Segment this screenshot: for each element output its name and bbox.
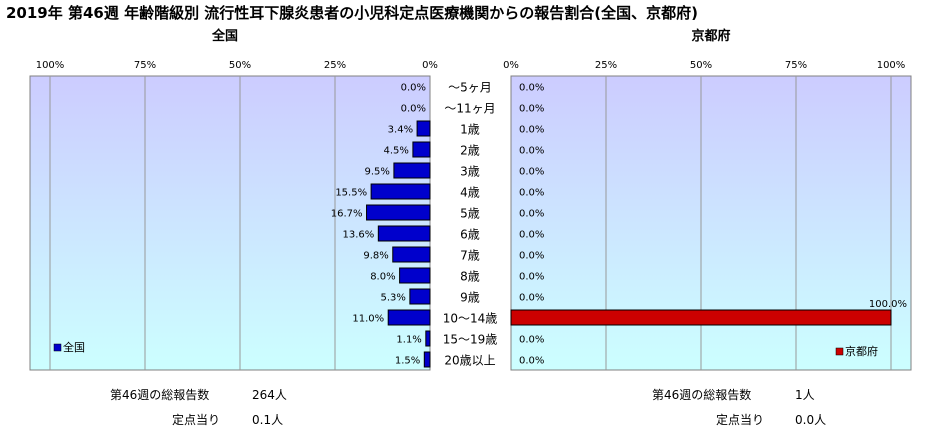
x-tick-label-left: 0% bbox=[422, 60, 438, 71]
x-tick-label-left: 25% bbox=[324, 60, 346, 71]
left-per-value: 0.1人 bbox=[252, 413, 284, 427]
legend-swatch-left bbox=[53, 343, 62, 352]
bar-left bbox=[423, 351, 431, 368]
bar-left bbox=[366, 204, 431, 221]
category-label: ～5ヶ月 bbox=[448, 81, 492, 95]
x-tick-label-right: 0% bbox=[503, 60, 519, 71]
category-label: 9歳 bbox=[460, 291, 480, 305]
legend-swatch-right bbox=[835, 347, 844, 356]
bar-left bbox=[409, 288, 431, 305]
x-tick-label-left: 75% bbox=[134, 60, 156, 71]
data-label-right: 0.0% bbox=[519, 335, 544, 346]
x-tick-label-right: 75% bbox=[785, 60, 807, 71]
data-label-left: 0.0% bbox=[401, 104, 426, 115]
data-label-right: 0.0% bbox=[519, 167, 544, 178]
data-label-left: 1.1% bbox=[396, 335, 421, 346]
data-label-left: 4.5% bbox=[383, 146, 408, 157]
left-per-label: 定点当り bbox=[172, 413, 221, 427]
legend-label-right: 京都府 bbox=[845, 344, 878, 358]
data-label-right: 0.0% bbox=[519, 293, 544, 304]
data-label-left: 11.0% bbox=[352, 314, 384, 325]
category-label: 3歳 bbox=[460, 165, 480, 179]
data-label-left: 16.7% bbox=[331, 209, 363, 220]
right-total-value: 1人 bbox=[795, 388, 815, 402]
data-label-left: 5.3% bbox=[380, 293, 405, 304]
legend-label-left: 全国 bbox=[63, 340, 85, 354]
data-label-left: 9.8% bbox=[363, 251, 388, 262]
category-label: ～11ヶ月 bbox=[444, 102, 495, 116]
left-total-value: 264人 bbox=[252, 388, 287, 402]
data-label-right: 0.0% bbox=[519, 146, 544, 157]
x-tick-label-left: 100% bbox=[36, 60, 65, 71]
data-label-right: 0.0% bbox=[519, 356, 544, 367]
plot-area-right bbox=[510, 75, 912, 371]
data-label-left: 3.4% bbox=[388, 125, 413, 136]
category-label: 8歳 bbox=[460, 270, 480, 284]
data-label-left: 13.6% bbox=[343, 230, 375, 241]
left-panel-title: 全国 bbox=[211, 28, 238, 44]
left-total-label: 第46週の総報告数 bbox=[110, 388, 210, 402]
category-label: 4歳 bbox=[460, 186, 480, 200]
category-label: 7歳 bbox=[460, 249, 480, 263]
category-label: 10～14歳 bbox=[443, 312, 498, 326]
bar-left bbox=[416, 120, 431, 137]
plot-area-left bbox=[29, 75, 431, 371]
bar-right bbox=[510, 309, 892, 326]
category-label: 20歳以上 bbox=[444, 354, 495, 368]
data-label-right: 0.0% bbox=[519, 188, 544, 199]
bar-left bbox=[425, 330, 431, 347]
data-label-left: 9.5% bbox=[364, 167, 389, 178]
bar-left bbox=[370, 183, 431, 200]
right-panel-title: 京都府 bbox=[691, 28, 730, 44]
bar-left bbox=[393, 162, 431, 179]
data-label-left: 8.0% bbox=[370, 272, 395, 283]
right-per-value: 0.0人 bbox=[795, 413, 827, 427]
x-tick-label-left: 50% bbox=[229, 60, 251, 71]
data-label-right: 0.0% bbox=[519, 209, 544, 220]
bar-left bbox=[392, 246, 431, 263]
data-label-right: 100.0% bbox=[869, 299, 907, 310]
category-label: 1歳 bbox=[460, 123, 480, 137]
bar-left bbox=[387, 309, 431, 326]
x-tick-label-right: 100% bbox=[877, 60, 906, 71]
data-label-left: 0.0% bbox=[401, 83, 426, 94]
category-label: 5歳 bbox=[460, 207, 480, 221]
data-label-right: 0.0% bbox=[519, 272, 544, 283]
data-label-left: 1.5% bbox=[395, 356, 420, 367]
data-label-right: 0.0% bbox=[519, 125, 544, 136]
bar-left bbox=[412, 141, 431, 158]
data-label-right: 0.0% bbox=[519, 83, 544, 94]
data-label-right: 0.0% bbox=[519, 104, 544, 115]
data-label-right: 0.0% bbox=[519, 251, 544, 262]
category-label: 15～19歳 bbox=[443, 333, 498, 347]
data-label-right: 0.0% bbox=[519, 230, 544, 241]
right-per-label: 定点当り bbox=[716, 413, 765, 427]
bar-left bbox=[399, 267, 431, 284]
category-label: 2歳 bbox=[460, 144, 480, 158]
x-tick-label-right: 50% bbox=[690, 60, 712, 71]
data-label-left: 15.5% bbox=[335, 188, 367, 199]
right-total-label: 第46週の総報告数 bbox=[652, 388, 752, 402]
bar-left bbox=[377, 225, 431, 242]
category-label: 6歳 bbox=[460, 228, 480, 242]
x-tick-label-right: 25% bbox=[595, 60, 617, 71]
chart-title: 2019年 第46週 年齢階級別 流行性耳下腺炎患者の小児科定点医療機関からの報… bbox=[6, 4, 698, 22]
